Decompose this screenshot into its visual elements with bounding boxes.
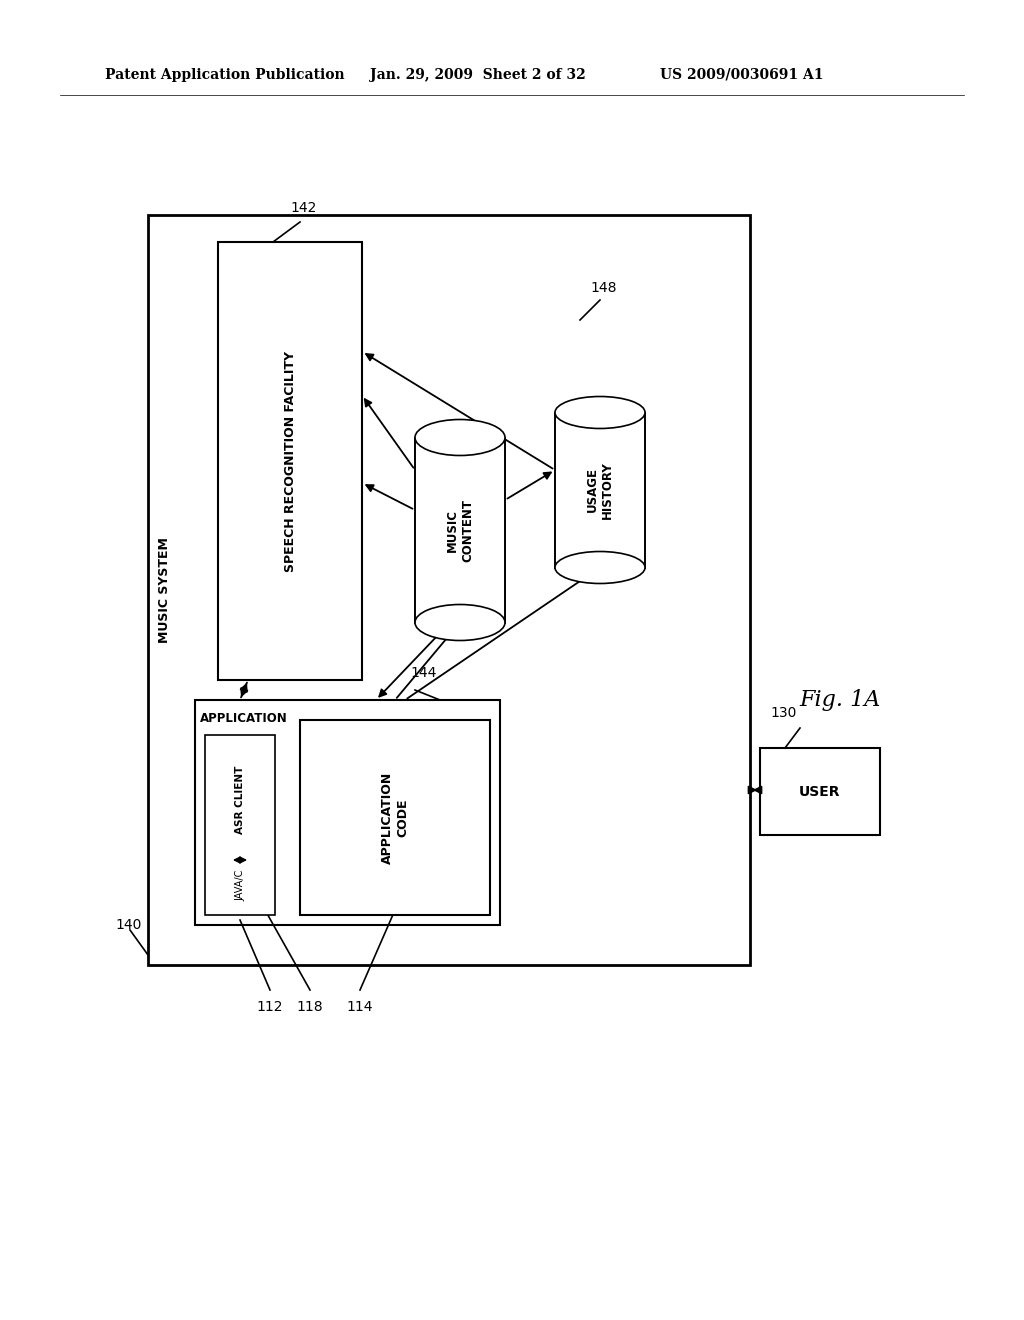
- Text: US 2009/0030691 A1: US 2009/0030691 A1: [660, 69, 823, 82]
- Ellipse shape: [555, 552, 645, 583]
- Text: 144: 144: [410, 667, 436, 680]
- Bar: [415, 437, 505, 623]
- Text: Fig. 1A: Fig. 1A: [800, 689, 881, 711]
- Text: USAGE
HISTORY: USAGE HISTORY: [586, 461, 614, 519]
- Text: APPLICATION: APPLICATION: [200, 711, 288, 725]
- Text: 118: 118: [297, 1001, 324, 1014]
- Text: Jan. 29, 2009  Sheet 2 of 32: Jan. 29, 2009 Sheet 2 of 32: [370, 69, 586, 82]
- Ellipse shape: [415, 605, 505, 640]
- Bar: [555, 412, 645, 568]
- Ellipse shape: [415, 420, 505, 455]
- Text: Patent Application Publication: Patent Application Publication: [105, 69, 345, 82]
- Text: MUSIC SYSTEM: MUSIC SYSTEM: [158, 537, 171, 643]
- Text: USER: USER: [800, 784, 841, 799]
- Text: 148: 148: [590, 281, 616, 294]
- Bar: [148, 215, 750, 965]
- Bar: [300, 719, 490, 915]
- Bar: [195, 700, 500, 925]
- Ellipse shape: [555, 396, 645, 429]
- Bar: [760, 748, 880, 836]
- Text: SPEECH RECOGNITION FACILITY: SPEECH RECOGNITION FACILITY: [284, 351, 297, 572]
- Text: APPLICATION
CODE: APPLICATION CODE: [381, 771, 409, 863]
- Text: ASR CLIENT: ASR CLIENT: [234, 766, 245, 834]
- Text: 114: 114: [347, 1001, 374, 1014]
- Text: 140: 140: [115, 917, 141, 932]
- Bar: [218, 242, 362, 680]
- Text: 112: 112: [257, 1001, 284, 1014]
- Text: 142: 142: [290, 201, 316, 215]
- Text: JAVA/C: JAVA/C: [234, 870, 245, 900]
- Text: MUSIC
CONTENT: MUSIC CONTENT: [446, 499, 474, 561]
- Text: 130: 130: [770, 706, 797, 719]
- Bar: [205, 735, 275, 915]
